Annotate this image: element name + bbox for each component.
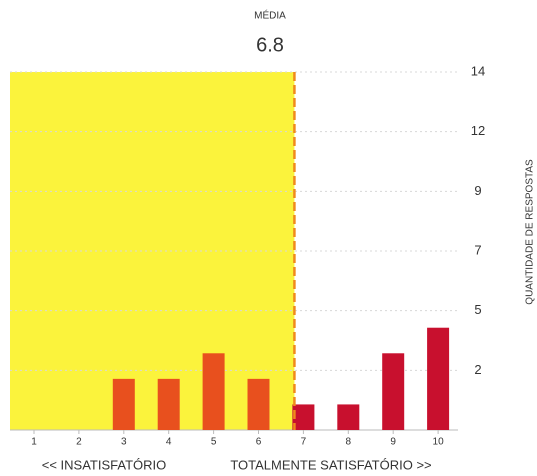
bar: [337, 404, 360, 430]
x-tick-label: 5: [211, 437, 217, 448]
x-tick-label: 9: [390, 437, 396, 448]
y-tick-label: 5: [474, 302, 481, 317]
y-tick-label: 14: [471, 63, 485, 78]
x-tick-label: 10: [433, 437, 445, 448]
bar: [382, 353, 405, 430]
bar: [157, 378, 180, 430]
x-tick-label: 6: [256, 437, 262, 448]
bar: [202, 353, 225, 430]
right-note: TOTALMENTE SATISFATÓRIO >>: [230, 457, 431, 472]
y-tick-label: 7: [474, 242, 481, 257]
y-axis-label: QUANTIDADE DE RESPOSTAS: [525, 159, 536, 305]
mean-area: [10, 72, 295, 430]
x-tick-label: 3: [121, 437, 127, 448]
mean-value: 6.8: [256, 34, 284, 56]
x-tick-label: 4: [166, 437, 172, 448]
x-tick-label: 1: [31, 437, 37, 448]
bar: [247, 378, 270, 430]
left-note: << INSATISFATÓRIO: [42, 457, 167, 472]
bar: [292, 404, 315, 430]
y-tick-label: 12: [471, 123, 485, 138]
x-tick-label: 8: [346, 437, 352, 448]
bar: [427, 327, 450, 430]
y-tick-label: 2: [474, 362, 481, 377]
x-tick-label: 7: [301, 437, 307, 448]
bar: [112, 378, 135, 430]
x-tick-label: 2: [76, 437, 82, 448]
mean-label: MÉDIA: [254, 9, 286, 22]
y-tick-label: 9: [474, 183, 481, 198]
